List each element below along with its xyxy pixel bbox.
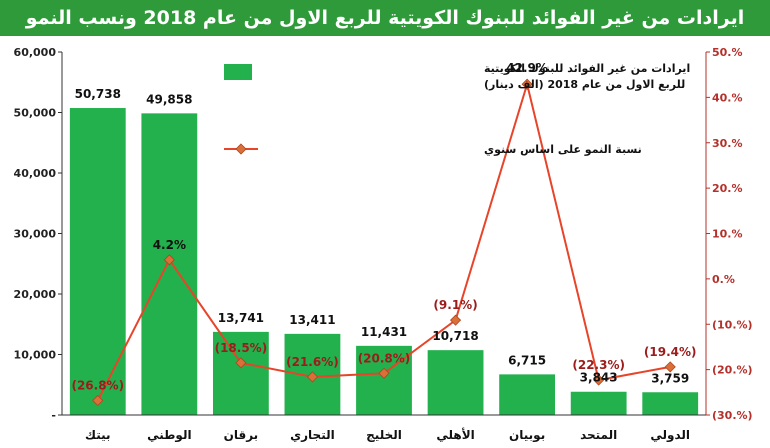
bar-value-label: 6,715	[508, 353, 546, 367]
bar-value-label: 13,741	[218, 311, 264, 325]
legend-bar-label: ايرادات من غير الفوائد للبنوك الكويتية لل…	[484, 62, 690, 91]
y-left-tick-label: 10,000	[14, 349, 57, 362]
y-left-tick-label: 20,000	[14, 288, 57, 301]
bar-5	[356, 345, 412, 415]
growth-value-label: 42.9%	[506, 61, 548, 75]
x-tick-label: الدولي	[650, 428, 690, 443]
x-tick-label: بوبيان	[509, 428, 545, 443]
x-tick-label: الوطني	[147, 428, 191, 443]
y-left-tick-label: 40,000	[14, 167, 57, 180]
y-left-tick-label: 50,000	[14, 107, 57, 120]
y-right-tick-label: 0.%	[712, 273, 735, 286]
growth-value-label: (26.8%)	[71, 378, 124, 392]
growth-value-label: (18.5%)	[215, 341, 268, 355]
growth-point-8	[593, 374, 605, 386]
bar-value-label: 3,759	[651, 371, 689, 385]
x-tick-label: الخليج	[366, 428, 402, 442]
y-right-tick-label: (20.%)	[712, 364, 753, 377]
legend-line-marker	[235, 143, 247, 155]
bar-value-label: 3,843	[580, 371, 618, 385]
growth-point-6	[449, 314, 462, 326]
bar-value-label: 50,738	[75, 87, 121, 101]
chart-title: ايرادات من غير الفوائد للبنوك الكويتية ل…	[0, 0, 770, 36]
bar-7	[499, 374, 556, 415]
legend-bar-label-line: ايرادات من غير الفوائد للبنوك الكويتية	[484, 62, 690, 75]
bar-value-label: 13,411	[289, 313, 335, 327]
bar-value-label: 49,858	[146, 92, 192, 106]
growth-point-4	[306, 371, 319, 383]
bar-9	[642, 392, 699, 415]
growth-point-2	[163, 254, 175, 266]
y-right-tick-label: 10.%	[712, 228, 743, 241]
y-right-tick-label: 50.%	[712, 46, 743, 59]
y-left-tick-label: -	[51, 409, 56, 422]
x-tick-label: برقان	[224, 428, 259, 442]
y-right-tick-label: 30.%	[712, 137, 743, 150]
growth-point-5	[378, 367, 390, 379]
y-right-tick-label: 40.%	[712, 91, 743, 104]
bar-value-label: 10,718	[432, 329, 478, 343]
y-right-tick-label: (30.%)	[712, 409, 753, 422]
bar-1	[69, 108, 126, 416]
y-left-tick-label: 60,000	[14, 46, 57, 59]
x-tick-label: المتحد	[580, 428, 617, 442]
growth-point-7	[521, 78, 533, 90]
y-left-tick-label: 30,000	[14, 228, 57, 241]
growth-value-label: (22.3%)	[572, 358, 625, 372]
growth-point-1	[92, 394, 104, 407]
bar-6	[427, 350, 484, 415]
bar-value-label: 11,431	[361, 325, 407, 339]
x-tick-label: الأهلي	[436, 427, 474, 442]
x-tick-label: بيتك	[85, 428, 110, 442]
growth-value-label: 4.2%	[153, 238, 186, 252]
bar-3	[212, 331, 269, 415]
legend-bar-swatch	[224, 64, 252, 80]
growth-value-label: (19.4%)	[644, 345, 697, 359]
growth-point-3	[235, 357, 247, 369]
y-right-tick-label: 20.%	[712, 182, 743, 195]
bar-8	[570, 391, 627, 415]
growth-value-label: (9.1%)	[433, 298, 477, 312]
growth-point-9	[664, 361, 676, 373]
x-tick-label: التجاري	[290, 428, 335, 442]
legend-line-label: نسبة النمو على اساس سنوي	[484, 143, 642, 156]
growth-value-label: (20.8%)	[358, 351, 411, 365]
growth-value-label: (21.6%)	[286, 355, 339, 369]
y-right-tick-label: (10.%)	[712, 318, 753, 331]
legend-bar-label-line: للربع الاول من عام 2018 (الف دينار)	[484, 78, 685, 91]
